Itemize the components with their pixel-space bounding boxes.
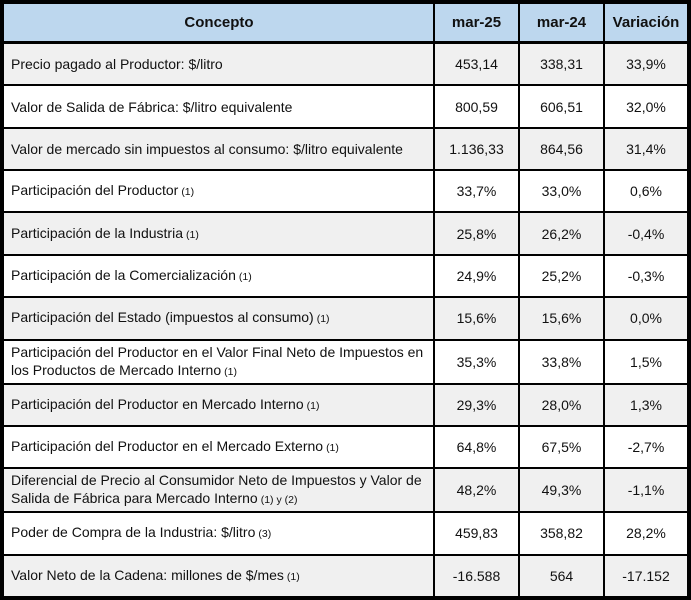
row-value-mar25: 29,3%: [435, 384, 520, 425]
row-value-variacion: 0,0%: [630, 310, 662, 327]
row-value-mar24: 49,3%: [520, 469, 605, 512]
row-value-mar24: 358,82: [520, 513, 605, 554]
column-header-variacion: Variación: [612, 13, 680, 31]
row-label-text: Participación del Estado (impuestos al c…: [11, 309, 314, 326]
row-label-text: Participación del Productor: [11, 182, 179, 199]
table-row: Participación del Productor (1) 33,7% 33,…: [4, 171, 687, 214]
table-row: Precio pagado al Productor: $/litro 453,…: [4, 44, 687, 87]
row-footnote-marker: (1) y (2): [260, 494, 298, 507]
row-value-mar25: -16.588: [435, 555, 520, 596]
row-footnote-marker: (1): [238, 270, 252, 283]
row-value-mar24: 606,51: [520, 86, 605, 127]
row-footnote-marker: (1): [181, 186, 195, 199]
table-row: Participación de la Industria (1) 25,8% 2…: [4, 213, 687, 256]
table-row: Valor de mercado sin impuestos al consum…: [4, 128, 687, 172]
table-row: Participación del Productor en el Mercad…: [4, 426, 687, 470]
row-label-text: Diferencial de Precio al Consumidor Neto…: [11, 472, 422, 507]
row-label-concepto: Diferencial de Precio al Consumidor Neto…: [4, 469, 435, 512]
row-label-text: Participación del Productor en el Valor …: [11, 343, 424, 378]
row-value-mar25: 35,3%: [435, 340, 520, 383]
row-footnote-marker: (1): [306, 399, 320, 412]
row-value-variacion: -0,4%: [627, 225, 665, 242]
table-row: Participación del Productor en el Valor …: [4, 340, 687, 385]
row-value-variacion: -1,1%: [627, 482, 665, 499]
row-value-mar25: 64,8%: [435, 426, 520, 468]
row-value-variacion: 1,5%: [630, 353, 662, 370]
row-label-text: Participación de la Comercialización: [11, 266, 236, 283]
column-header-mar24: mar-24: [520, 4, 605, 41]
row-value-variacion: -0,3%: [627, 267, 665, 284]
row-label-text: Participación de la Industria: [11, 224, 183, 241]
row-value-mar25: 33,7%: [435, 171, 520, 212]
row-label-concepto: Participación del Productor en el Valor …: [4, 340, 435, 383]
row-value-mar24: 28,0%: [520, 384, 605, 425]
row-value-mar25: 15,6%: [435, 298, 520, 339]
table-row: Valor Neto de la Cadena: millones de $/m…: [4, 555, 687, 596]
row-label-concepto: Participación del Estado (impuestos al c…: [4, 298, 435, 339]
row-label-concepto: Valor Neto de la Cadena: millones de $/m…: [4, 555, 435, 596]
row-label-text: Poder de Compra de la Industria: $/litro: [11, 524, 256, 541]
table-row: Poder de Compra de la Industria: $/litro…: [4, 513, 687, 556]
row-value-mar24: 25,2%: [520, 255, 605, 297]
row-value-variacion: 31,4%: [626, 140, 666, 157]
row-footnote-marker: (1): [326, 442, 339, 455]
row-value-mar24: 33,8%: [520, 340, 605, 383]
row-label-text: Valor de Salida de Fábrica: $/litro equi…: [11, 98, 293, 115]
row-value-mar24: 864,56: [520, 128, 605, 170]
row-value-mar25: 48,2%: [435, 469, 520, 512]
row-value-variacion: -2,7%: [627, 439, 665, 456]
table-row: Participación de la Comercialización (1) …: [4, 255, 687, 299]
table-row: Diferencial de Precio al Consumidor Neto…: [4, 469, 687, 514]
row-value-mar24: 564: [520, 555, 605, 596]
row-label-concepto: Participación del Productor en Mercado I…: [4, 384, 435, 425]
row-label-concepto: Valor de mercado sin impuestos al consum…: [4, 128, 435, 170]
row-label-concepto: Poder de Compra de la Industria: $/litro…: [4, 513, 435, 554]
row-value-mar25: 800,59: [435, 86, 520, 127]
row-value-variacion: 33,9%: [626, 56, 666, 73]
row-label-concepto: Valor de Salida de Fábrica: $/litro equi…: [4, 86, 435, 127]
row-footnote-marker: (1): [286, 570, 300, 583]
row-value-mar24: 33,0%: [520, 171, 605, 212]
column-header-mar25: mar-25: [435, 4, 520, 41]
row-value-variacion: 32,0%: [626, 98, 666, 115]
row-value-variacion: -17.152: [622, 567, 670, 584]
row-label-concepto: Participación de la Industria (1): [4, 213, 435, 254]
table-row: Valor de Salida de Fábrica: $/litro equi…: [4, 86, 687, 129]
row-footnote-marker: (3): [258, 528, 272, 541]
row-value-mar24: 338,31: [520, 44, 605, 85]
row-value-variacion: 1,3%: [630, 396, 662, 413]
row-footnote-marker: (1): [224, 365, 237, 378]
table-row: Participación del Estado (impuestos al c…: [4, 298, 687, 341]
row-label-concepto: Participación de la Comercialización (1): [4, 255, 435, 297]
row-value-mar25: 24,9%: [435, 255, 520, 297]
row-label-text: Participación del Productor en el Mercad…: [11, 438, 324, 455]
column-header-concepto: Concepto: [4, 4, 435, 41]
row-value-mar25: 1.136,33: [435, 128, 520, 170]
row-value-mar25: 453,14: [435, 44, 520, 85]
row-value-mar24: 67,5%: [520, 426, 605, 468]
row-value-mar24: 26,2%: [520, 213, 605, 254]
row-footnote-marker: (1): [316, 313, 330, 326]
table-row: Participación del Productor en Mercado I…: [4, 384, 687, 427]
table-header-row: Concepto mar-25 mar-24 Variación: [4, 4, 687, 44]
row-value-variacion: 28,2%: [626, 525, 666, 542]
row-label-text: Valor Neto de la Cadena: millones de $/m…: [11, 566, 284, 583]
row-label-text: Valor de mercado sin impuestos al consum…: [11, 140, 403, 157]
row-footnote-marker: (1): [186, 228, 199, 241]
row-label-text: Participación del Productor en Mercado I…: [11, 395, 304, 412]
row-label-text: Precio pagado al Productor: $/litro: [11, 56, 223, 73]
row-label-concepto: Participación del Productor (1): [4, 171, 435, 212]
row-label-concepto: Precio pagado al Productor: $/litro: [4, 44, 435, 85]
row-value-mar25: 25,8%: [435, 213, 520, 254]
row-value-mar24: 15,6%: [520, 298, 605, 339]
row-label-concepto: Participación del Productor en el Mercad…: [4, 426, 435, 468]
row-value-mar25: 459,83: [435, 513, 520, 554]
row-value-variacion: 0,6%: [630, 183, 662, 200]
